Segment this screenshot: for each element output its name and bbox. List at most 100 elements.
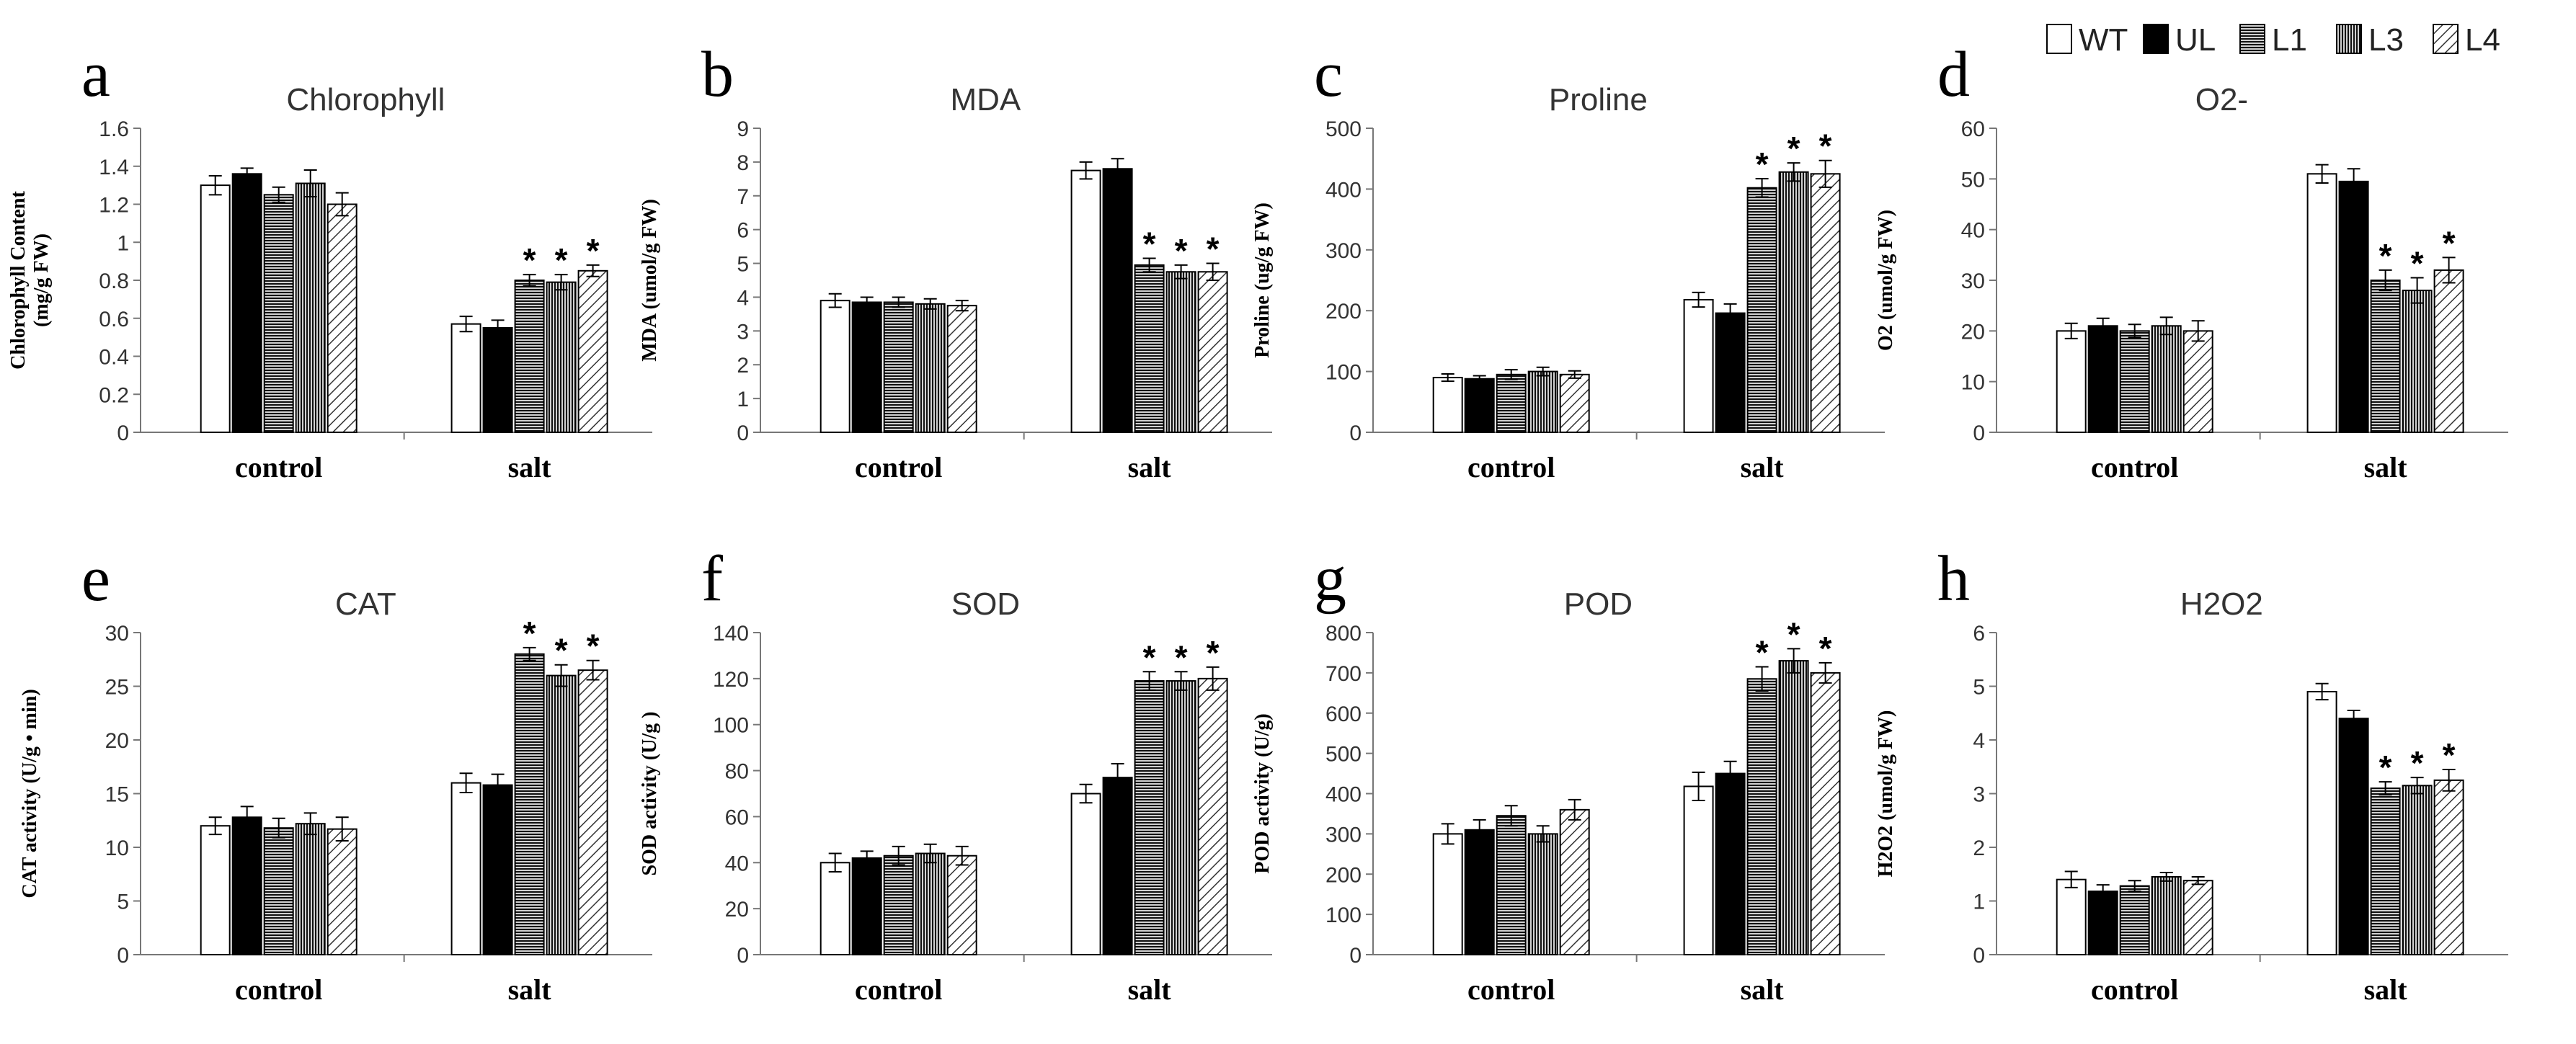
y-axis-label: (mg/g FW)	[30, 233, 53, 327]
y-tick-label: 15	[105, 783, 129, 807]
bar-UL-salt	[1715, 772, 1746, 955]
y-tick-label: 1	[737, 388, 749, 411]
bar-L3-salt	[546, 674, 577, 955]
bar-UL-control	[1464, 829, 1495, 955]
bar-L4-control	[1559, 373, 1590, 434]
bar-UL-salt	[1102, 777, 1133, 956]
panel-letter: a	[81, 39, 110, 110]
y-tick-label: 50	[1961, 168, 1985, 192]
bar-L1-control	[1496, 815, 1527, 955]
legend-item-ul: UL	[2143, 22, 2216, 58]
significance-marker: *	[1819, 630, 1832, 667]
y-tick-label: 1.4	[99, 156, 129, 179]
legend-label: UL	[2175, 22, 2216, 58]
bar-UL-control	[2087, 891, 2118, 955]
bar-L1-salt	[1134, 680, 1165, 955]
bar-UL-control	[231, 816, 262, 956]
category-label: control	[2091, 451, 2178, 483]
chart-panel-g: g POD POD activity (U/g) 0 100 200 300 400 500 60…	[1251, 543, 1885, 1006]
y-tick-label: 9	[737, 117, 749, 141]
bar-L3-control	[2151, 875, 2182, 955]
y-tick-label: 3	[1973, 783, 1985, 807]
chart-title: POD	[1564, 586, 1633, 622]
bar-UL-salt	[1715, 312, 1746, 433]
bar-L4-salt	[2433, 779, 2464, 955]
bar-UL-control	[1464, 378, 1495, 434]
y-tick-label: 0.2	[99, 383, 129, 407]
bar-WT-salt	[1070, 793, 1101, 955]
y-tick-label: 1.6	[99, 117, 129, 141]
bar-UL-control	[851, 301, 882, 433]
significance-marker: *	[2443, 224, 2456, 262]
y-axis-label: H2O2 (umol/g FW)	[1875, 710, 1897, 878]
significance-marker: *	[2443, 736, 2456, 774]
bar-L4-control	[1559, 808, 1590, 955]
bar-L3-control	[915, 852, 946, 955]
bar-WT-control	[820, 300, 850, 433]
panel-letter: h	[1937, 543, 1970, 615]
bar-L1-control	[1496, 373, 1527, 434]
y-tick-label: 0	[737, 421, 749, 445]
y-tick-label: 40	[725, 852, 749, 875]
legend-label: L4	[2465, 22, 2500, 58]
significance-marker: *	[1207, 231, 1220, 268]
bar-L3-salt	[1778, 171, 1809, 433]
y-tick-label: 8	[737, 151, 749, 175]
legend-swatch	[2239, 24, 2265, 54]
bar-L3-control	[295, 182, 326, 434]
y-tick-label: 30	[1961, 269, 1985, 293]
chart-panel-f: f SOD SOD activity (U/g ) 0 20 40 60 80 100 120 14…	[639, 543, 1272, 1006]
significance-marker: *	[1207, 634, 1220, 672]
category-label: control	[855, 451, 942, 483]
y-tick-label: 700	[1325, 662, 1362, 686]
chart-title: MDA	[951, 82, 1021, 117]
bar-L3-control	[2151, 325, 2182, 433]
legend-swatch	[2143, 24, 2169, 54]
y-tick-label: 1	[117, 231, 129, 255]
y-tick-label: 100	[1325, 361, 1362, 385]
bar-UL-salt	[1102, 168, 1133, 433]
significance-marker: *	[2411, 744, 2424, 782]
legend-swatch	[2046, 24, 2072, 54]
y-tick-label: 0	[1349, 421, 1362, 445]
chart-panel-b: b MDA MDA (umol/g FW) 0 1 2 3 4 5 6 7 8 9 control * * * s…	[639, 39, 1272, 483]
significance-marker: *	[1143, 226, 1156, 263]
bar-L4-salt	[2433, 269, 2464, 433]
significance-marker: *	[1175, 232, 1188, 269]
bar-L3-salt	[1165, 680, 1196, 955]
bar-L1-salt	[514, 280, 545, 433]
significance-marker: *	[1175, 638, 1188, 676]
y-tick-label: 80	[725, 760, 749, 784]
category-label: salt	[1128, 973, 1172, 1006]
chart-title: SOD	[951, 586, 1020, 622]
bar-WT-control	[1432, 377, 1463, 433]
bar-L3-salt	[1165, 271, 1196, 433]
bar-L3-control	[295, 823, 326, 955]
bar-L3-control	[1527, 370, 1558, 433]
bar-L1-salt	[2370, 280, 2401, 433]
panel-letter: b	[701, 39, 734, 110]
y-axis-label: MDA (umol/g FW)	[639, 199, 661, 362]
bar-L4-salt	[1197, 271, 1228, 433]
category-label: control	[1467, 973, 1555, 1006]
y-tick-label: 6	[737, 219, 749, 243]
y-axis-label: CAT activity (U/g • min)	[19, 689, 41, 898]
chart-title: H2O2	[2180, 586, 2263, 622]
panel-letter: e	[81, 543, 110, 615]
chart-panel-c: c Proline Proline (ug/g FW) 0 100 200 300 400 50…	[1251, 39, 1885, 483]
y-tick-label: 30	[105, 622, 129, 646]
y-tick-label: 60	[725, 806, 749, 829]
bar-WT-salt	[1683, 785, 1714, 955]
y-tick-label: 10	[105, 836, 129, 860]
bar-WT-control	[200, 825, 231, 955]
category-label: salt	[1741, 451, 1785, 483]
bar-L1-salt	[1746, 187, 1777, 433]
legend-item-wt: WT	[2046, 22, 2128, 58]
significance-marker: *	[2379, 237, 2392, 275]
bar-L1-salt	[514, 653, 545, 955]
y-tick-label: 0.4	[99, 346, 129, 370]
y-tick-label: 800	[1325, 622, 1362, 646]
y-axis-label: O2 (umol/g FW)	[1875, 210, 1897, 351]
chart-panel-e: e CAT CAT activity (U/g • min) 0 5 10 15 20 25 30…	[19, 543, 652, 1006]
